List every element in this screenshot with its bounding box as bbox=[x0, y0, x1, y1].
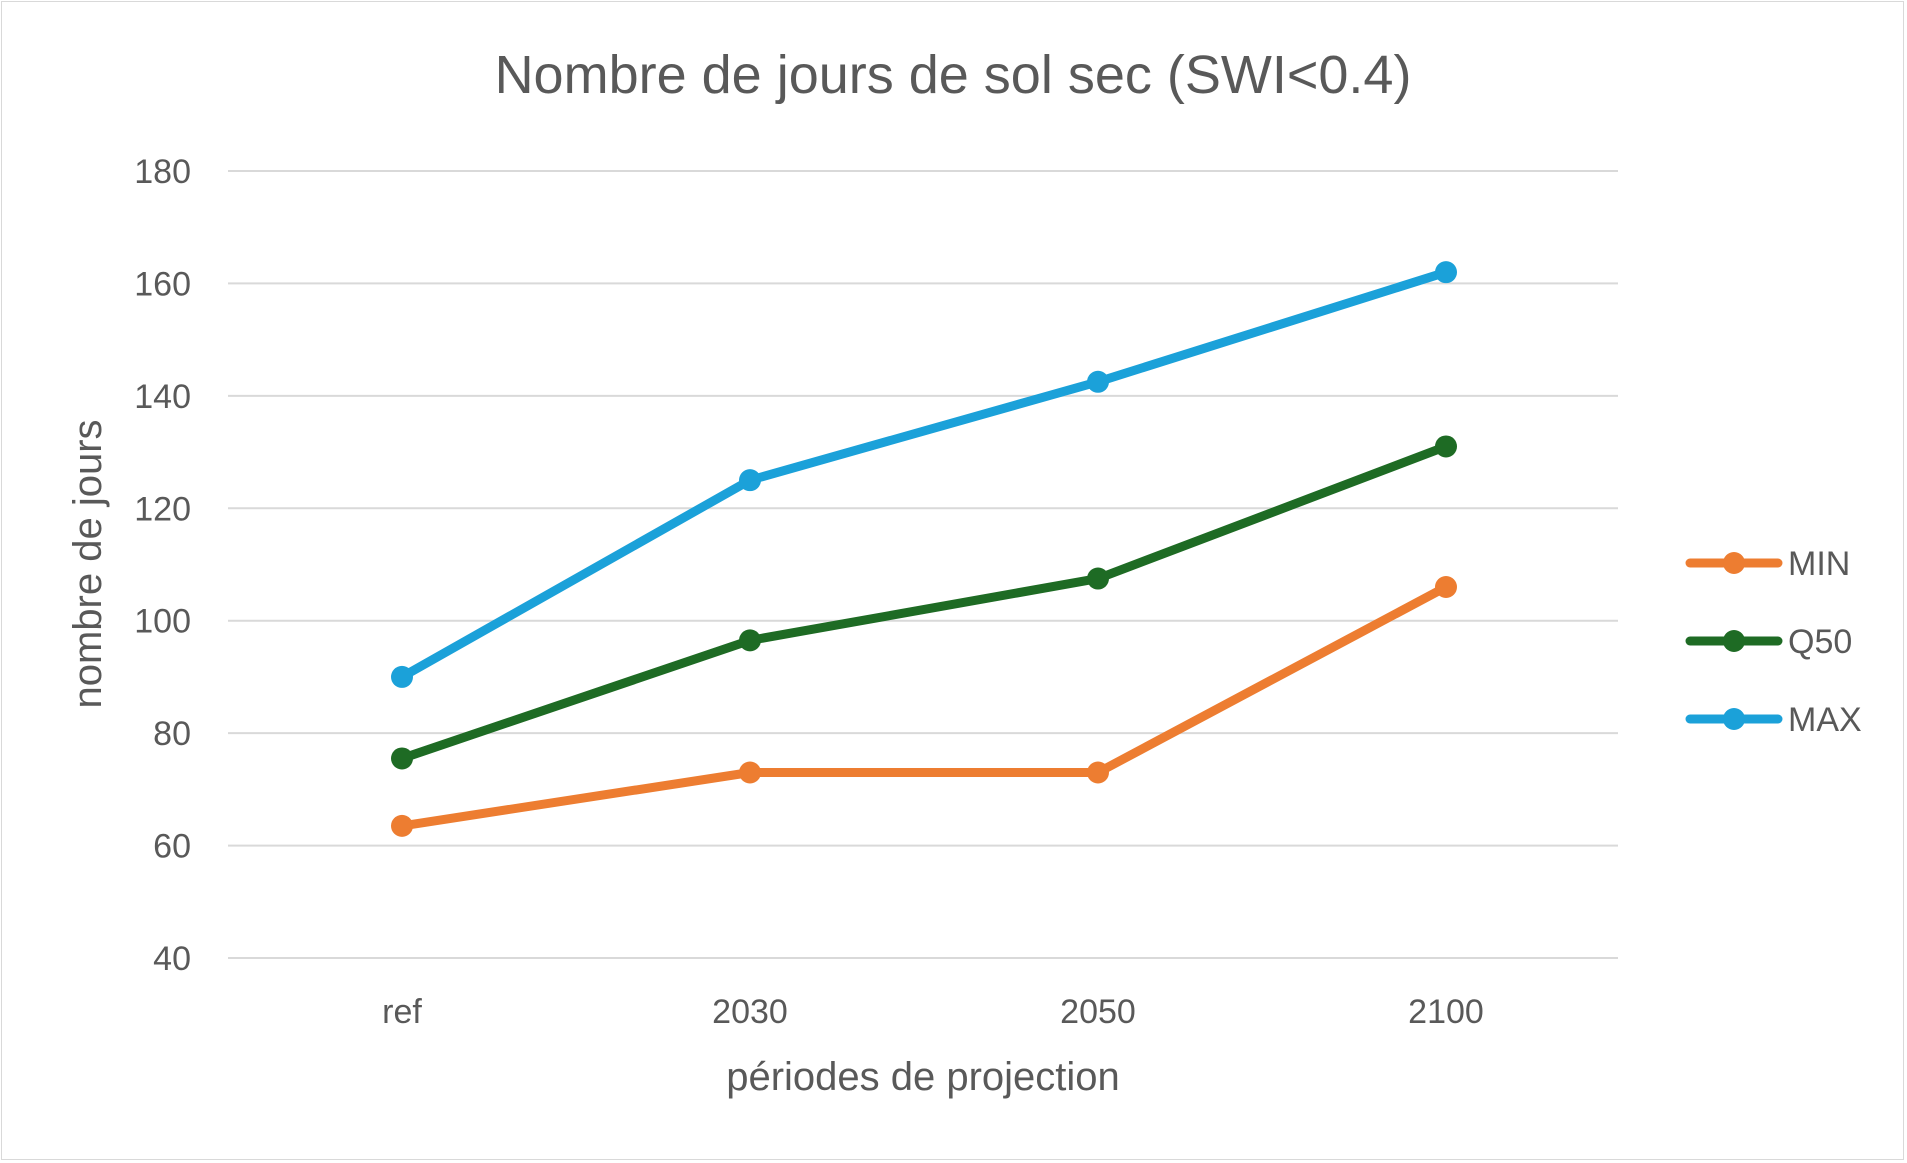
y-tick-label: 120 bbox=[134, 490, 191, 528]
legend-label: MIN bbox=[1788, 545, 1850, 583]
series-max bbox=[391, 261, 1457, 688]
y-tick-label: 160 bbox=[134, 265, 191, 303]
y-axis-tick-labels: 40 60 80 100 120 140 160 180 bbox=[134, 153, 191, 978]
legend-label: Q50 bbox=[1788, 623, 1852, 661]
x-tick-label: 2100 bbox=[1408, 993, 1484, 1031]
data-point-q50-2030 bbox=[739, 629, 761, 652]
gridlines bbox=[228, 170, 1618, 959]
y-axis-title: nombre de jours bbox=[66, 419, 110, 708]
data-point-min-2100 bbox=[1435, 575, 1457, 598]
y-tick-label: 100 bbox=[134, 603, 191, 641]
chart-title: Nombre de jours de sol sec (SWI<0.4) bbox=[495, 45, 1412, 105]
data-point-q50-2100 bbox=[1435, 435, 1457, 458]
legend-item-max: MAX bbox=[1685, 701, 1862, 739]
data-point-max-2050 bbox=[1087, 370, 1109, 393]
legend-swatch-marker bbox=[1723, 552, 1745, 574]
legend-item-min: MIN bbox=[1685, 545, 1850, 583]
data-point-min-ref bbox=[391, 814, 413, 837]
x-tick-label: 2030 bbox=[712, 993, 788, 1031]
series-line-max bbox=[397, 267, 1451, 682]
x-tick-label: 2050 bbox=[1060, 993, 1136, 1031]
y-tick-label: 180 bbox=[134, 153, 191, 191]
y-tick-label: 60 bbox=[153, 828, 191, 866]
x-axis-title: périodes de projection bbox=[726, 1055, 1120, 1099]
data-point-min-2050 bbox=[1087, 761, 1109, 784]
legend-swatch-marker bbox=[1723, 630, 1745, 652]
legend-label: MAX bbox=[1788, 701, 1862, 739]
data-point-q50-2050 bbox=[1087, 567, 1109, 590]
data-point-min-2030 bbox=[739, 761, 761, 784]
legend-swatch-marker bbox=[1723, 708, 1745, 730]
series-line-q50 bbox=[397, 441, 1451, 763]
legend: MIN Q50 MAX bbox=[1685, 545, 1862, 739]
series-q50 bbox=[391, 435, 1457, 770]
series-min bbox=[391, 575, 1457, 837]
y-tick-label: 40 bbox=[153, 940, 191, 978]
series-layer bbox=[391, 261, 1457, 837]
data-point-max-2100 bbox=[1435, 261, 1457, 284]
x-axis-tick-labels: ref 2030 2050 2100 bbox=[382, 993, 1484, 1031]
y-tick-label: 80 bbox=[153, 715, 191, 753]
data-point-max-ref bbox=[391, 665, 413, 688]
data-point-q50-ref bbox=[391, 747, 413, 770]
data-point-max-2030 bbox=[739, 469, 761, 492]
y-tick-label: 140 bbox=[134, 378, 191, 416]
legend-item-q50: Q50 bbox=[1685, 623, 1852, 661]
x-tick-label: ref bbox=[382, 993, 422, 1031]
series-line-min bbox=[397, 582, 1451, 831]
